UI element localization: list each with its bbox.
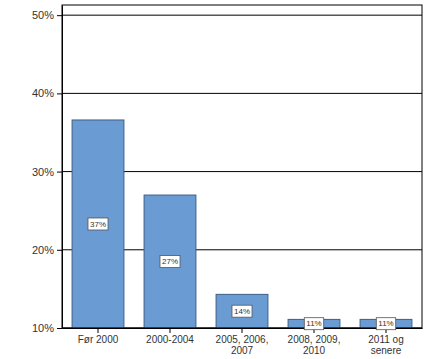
data-label-box (304, 318, 323, 330)
y-axis-line (62, 6, 63, 329)
x-axis: Før 2000 2000-2004 2005, 2006,2007 2008, 20… (63, 328, 423, 356)
y-tick-label: 10% (32, 322, 54, 334)
y-axis: 10% 20% 30% 40% 50% (32, 6, 63, 335)
x-tick-label: 2005, 2006,2007 (216, 334, 269, 356)
data-label-box (160, 256, 180, 268)
x-tick-mark (98, 328, 99, 333)
bar (72, 120, 124, 328)
data-label: 37% (88, 218, 108, 230)
data-label-text: 37% (90, 220, 106, 229)
x-tick-label: Før 2000 (78, 334, 119, 345)
data-label-text: 11% (378, 319, 393, 328)
y-tick: 10% (32, 322, 62, 334)
data-label: 11% (304, 318, 323, 330)
x-tick: 2008, 2009,2010 (288, 328, 341, 356)
plot: 10% 20% 30% 40% 50% Før 2000 2000-2004 2005, 20… (32, 5, 423, 356)
data-label-text: 11% (306, 319, 321, 328)
y-tick: 50% (32, 9, 62, 21)
grid-line (62, 15, 422, 16)
y-tick-label: 30% (32, 166, 54, 178)
x-tick: Før 2000 (78, 328, 119, 345)
y-tick-mark (57, 328, 62, 329)
y-tick-mark (57, 250, 62, 251)
data-label: 27% (160, 256, 180, 268)
y-tick-mark (57, 15, 62, 16)
y-tick-mark (57, 172, 62, 173)
x-tick: 2000-2004 (146, 328, 194, 345)
data-label: 11% (376, 318, 395, 330)
x-tick-mark (170, 328, 171, 333)
x-tick-label: 2008, 2009,2010 (288, 334, 341, 356)
chart: 10% 20% 30% 40% 50% Før 2000 2000-2004 2005, 20… (0, 0, 430, 359)
x-tick-mark (242, 328, 243, 333)
data-label: 14% (232, 305, 252, 317)
y-tick-label: 50% (32, 9, 54, 21)
x-tick: 2011 ogsenere (368, 328, 403, 356)
grid (62, 15, 422, 328)
data-label-text: 27% (162, 257, 178, 266)
data-label-box (232, 305, 252, 317)
y-tick: 30% (32, 166, 62, 178)
y-tick: 20% (32, 244, 62, 256)
frame (62, 5, 422, 328)
data-label-box (376, 318, 395, 330)
x-tick: 2005, 2006,2007 (216, 328, 269, 356)
data-label-box (88, 218, 108, 230)
y-tick-mark (57, 93, 62, 94)
bar (360, 319, 412, 328)
bar (288, 319, 340, 328)
bar (216, 294, 268, 328)
x-tick-label: 2000-2004 (146, 334, 194, 345)
x-tick-label: 2011 ogsenere (368, 334, 403, 356)
y-tick-label: 20% (32, 244, 54, 256)
y-tick: 40% (32, 87, 62, 99)
bar (144, 195, 196, 328)
data-labels: 37% 27% 14% 11% 11% (88, 218, 396, 330)
grid-line (62, 93, 422, 94)
bars (72, 120, 412, 328)
y-tick-label: 40% (32, 87, 54, 99)
data-label-text: 14% (234, 307, 250, 316)
